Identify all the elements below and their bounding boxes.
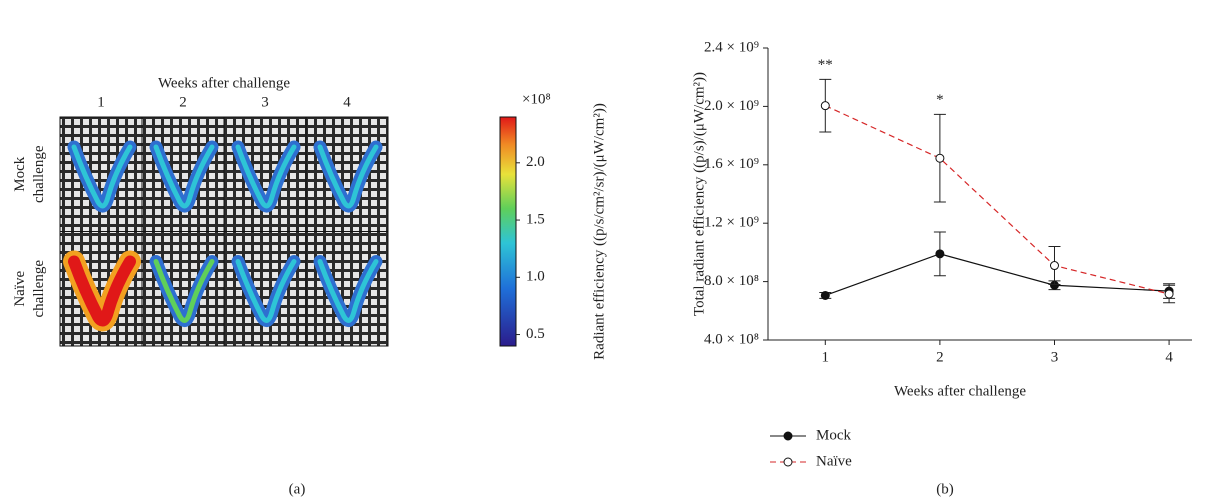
legend-marker — [783, 431, 793, 441]
colorbar-tick-label: 0.5 — [526, 326, 545, 342]
x-tick-label: 2 — [936, 349, 944, 365]
colorbar — [499, 116, 517, 347]
signal-core — [153, 144, 215, 209]
annotation: ** — [818, 57, 833, 73]
legend-marker — [783, 457, 793, 467]
image-cell — [141, 231, 225, 347]
data-point — [820, 290, 830, 300]
colorbar-tick-label: 1.5 — [526, 211, 545, 227]
row-label: Naïve challenge — [12, 260, 47, 318]
colorbar-tick-label: 2.0 — [526, 154, 545, 170]
signal-core — [235, 259, 297, 323]
data-point — [935, 153, 945, 163]
y-tick-label: 1.2 × 10⁹ — [704, 215, 759, 231]
colorbar-title: Radiant efficiency ((p/s/cm²/sr)/(μW/cm²… — [591, 103, 607, 360]
signal-core — [153, 259, 215, 323]
x-axis-title: Weeks after challenge — [158, 75, 290, 91]
y-tick-label: 1.6 × 10⁹ — [704, 156, 759, 172]
series-line — [825, 105, 1170, 295]
signal-core — [235, 144, 297, 209]
data-point — [1164, 289, 1174, 299]
signal-core — [71, 144, 133, 209]
data-point — [935, 249, 945, 259]
image-cell — [59, 116, 143, 232]
colorbar-tick-label: 1.0 — [526, 269, 545, 285]
legend-label: Naïve — [816, 453, 852, 469]
signal-core — [317, 144, 379, 209]
colorbar-multiplier: ×10⁸ — [522, 91, 551, 107]
annotation: * — [936, 92, 944, 108]
data-point — [1049, 261, 1059, 271]
image-cell — [305, 231, 389, 347]
row-label: Mock challenge — [12, 145, 47, 203]
signal-core — [317, 259, 379, 323]
image-cell — [223, 231, 307, 347]
series-line — [825, 253, 1170, 297]
image-cell — [141, 116, 225, 232]
x-axis-title: Weeks after challenge — [894, 383, 1026, 399]
column-label: 1 — [97, 94, 105, 110]
y-tick-label: 2.0 × 10⁹ — [704, 98, 759, 114]
image-cell — [223, 116, 307, 232]
y-tick-label: 2.4 × 10⁹ — [704, 39, 759, 55]
caption: (b) — [936, 481, 954, 497]
column-label: 2 — [179, 94, 187, 110]
x-tick-label: 1 — [822, 349, 830, 365]
data-point — [820, 101, 830, 111]
column-label: 4 — [343, 94, 351, 110]
image-cell — [305, 116, 389, 232]
legend-label: Mock — [816, 427, 851, 443]
caption: (a) — [289, 481, 306, 497]
y-axis-title: Total radiant efficiency ((p/s)/(μW/cm²)… — [691, 72, 707, 316]
x-tick-label: 3 — [1051, 349, 1059, 365]
y-tick-label: 8.0 × 10⁸ — [704, 273, 759, 289]
y-tick-label: 4.0 × 10⁸ — [704, 331, 759, 347]
signal-core — [68, 255, 136, 327]
x-tick-label: 4 — [1165, 349, 1173, 365]
column-label: 3 — [261, 94, 269, 110]
